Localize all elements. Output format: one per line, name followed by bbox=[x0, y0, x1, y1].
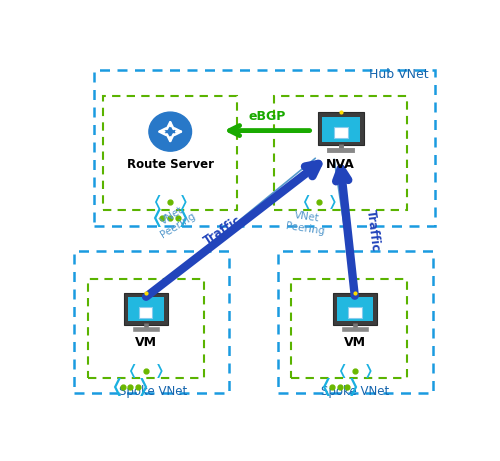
Text: ❭: ❭ bbox=[136, 378, 152, 396]
Text: ❭: ❭ bbox=[363, 364, 374, 378]
Text: ❭: ❭ bbox=[154, 364, 165, 378]
FancyBboxPatch shape bbox=[334, 127, 347, 138]
Text: ❭: ❭ bbox=[346, 378, 360, 396]
Text: ❬: ❬ bbox=[126, 364, 138, 378]
FancyBboxPatch shape bbox=[337, 297, 373, 321]
Circle shape bbox=[149, 112, 192, 151]
Text: ❬: ❬ bbox=[300, 195, 312, 209]
Text: VNet
Peering: VNet Peering bbox=[152, 201, 197, 240]
FancyBboxPatch shape bbox=[124, 293, 168, 325]
Text: ❬: ❬ bbox=[318, 378, 334, 396]
FancyBboxPatch shape bbox=[348, 307, 362, 318]
FancyBboxPatch shape bbox=[128, 297, 164, 321]
Text: VM: VM bbox=[344, 336, 366, 349]
Text: VNet
Peering: VNet Peering bbox=[285, 209, 327, 236]
Text: ❬: ❬ bbox=[149, 208, 164, 226]
Text: Hub VNet: Hub VNet bbox=[369, 68, 428, 81]
Text: Traffic: Traffic bbox=[364, 209, 382, 253]
Text: ❭: ❭ bbox=[178, 195, 190, 209]
Text: ❬: ❬ bbox=[109, 378, 124, 396]
Text: Route Server: Route Server bbox=[126, 158, 214, 171]
Text: Traffic: Traffic bbox=[202, 214, 244, 248]
Text: VM: VM bbox=[135, 336, 157, 349]
FancyBboxPatch shape bbox=[139, 307, 152, 318]
Text: ❭: ❭ bbox=[327, 195, 338, 209]
Text: ❬: ❬ bbox=[336, 364, 347, 378]
Text: NVA: NVA bbox=[326, 158, 355, 171]
FancyBboxPatch shape bbox=[334, 293, 377, 325]
Text: ❭: ❭ bbox=[176, 208, 192, 226]
FancyBboxPatch shape bbox=[318, 112, 364, 146]
Text: Spoke VNet: Spoke VNet bbox=[120, 385, 188, 398]
FancyBboxPatch shape bbox=[322, 117, 360, 142]
Text: Spoke VNet: Spoke VNet bbox=[321, 385, 389, 398]
Text: eBGP: eBGP bbox=[248, 111, 286, 124]
Text: ❬: ❬ bbox=[151, 195, 162, 209]
